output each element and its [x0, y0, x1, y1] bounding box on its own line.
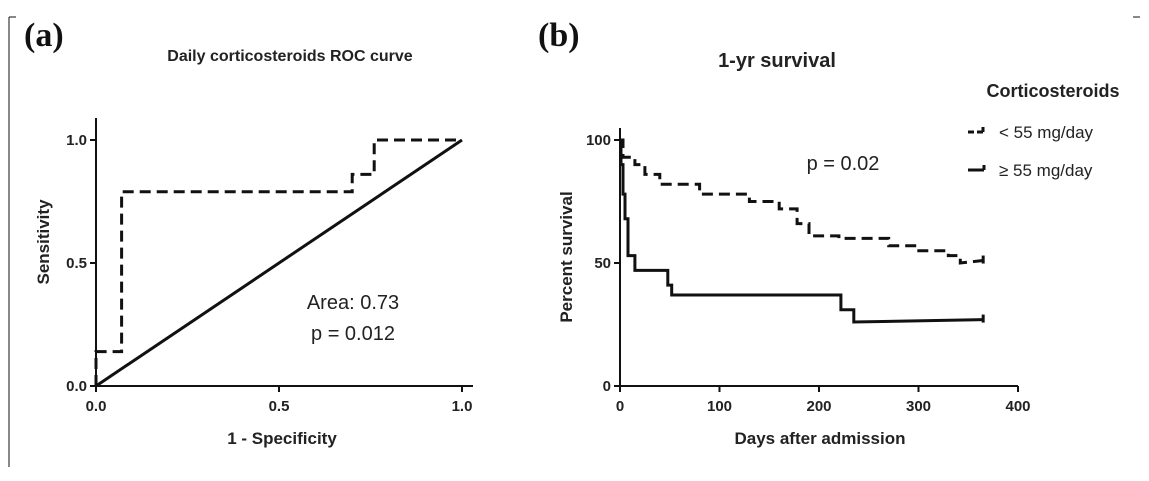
roc-x-ticks: 0.0 0.5 1.0 — [86, 386, 473, 415]
roc-area-annotation: Area: 0.73 — [307, 292, 399, 314]
roc-y-axis-title: Sensitivity — [34, 199, 53, 285]
legend-label-low-dose: < 55 mg/day — [999, 123, 1094, 142]
roc-x-axis-title: 1 - Specificity — [227, 429, 337, 448]
survival-chart-title: 1-yr survival — [718, 50, 836, 72]
panel-a-label: (a) — [24, 17, 64, 54]
y-tick-label: 0 — [603, 378, 611, 395]
x-tick-label: 200 — [806, 398, 831, 415]
legend-entry-low-dose: < 55 mg/day — [968, 123, 1094, 142]
y-tick-label: 0.5 — [66, 255, 87, 272]
x-tick-label: 100 — [707, 398, 732, 415]
survival-y-ticks: 0 50 100 — [586, 132, 620, 395]
solid-series-line — [95, 138, 463, 388]
y-tick-label: 100 — [586, 132, 611, 149]
roc-series — [94, 138, 463, 388]
survival-x-ticks: 0 100 200 300 400 — [616, 386, 1031, 415]
roc-p-annotation: p = 0.012 — [311, 323, 395, 345]
survival-y-axis-title: Percent survival — [557, 191, 576, 322]
legend-title: Corticosteroids — [986, 81, 1119, 101]
y-tick-label: 50 — [594, 255, 611, 272]
roc-chart: (a) Daily corticosteroids ROC curve 0.00… — [24, 17, 473, 448]
x-tick-label: 0.5 — [269, 398, 290, 415]
legend-label-high-dose: ≥ 55 mg/day — [999, 161, 1093, 180]
x-tick-label: 400 — [1005, 398, 1030, 415]
dashed-series-line — [94, 138, 462, 386]
legend-entry-high-dose: ≥ 55 mg/day — [968, 161, 1093, 180]
survival-legend: Corticosteroids < 55 mg/day ≥ 55 mg/day — [968, 81, 1120, 180]
y-tick-label: 1.0 — [66, 132, 87, 149]
survival-p-annotation: p = 0.02 — [807, 153, 880, 175]
survival-chart: (b) 1-yr survival 0 50 100 0 100 200 300 400 P… — [538, 17, 1120, 448]
panel-b-label: (b) — [538, 17, 580, 54]
survival-x-axis-title: Days after admission — [734, 429, 905, 448]
survival-series — [619, 138, 985, 324]
x-tick-label: 0.0 — [86, 398, 107, 415]
roc-y-ticks: 0.0 0.5 1.0 — [66, 132, 96, 395]
dashed-series-line — [620, 138, 984, 265]
solid-series-line — [619, 138, 984, 324]
roc-chart-title: Daily corticosteroids ROC curve — [167, 48, 413, 65]
x-tick-label: 1.0 — [452, 398, 473, 415]
x-tick-label: 300 — [906, 398, 931, 415]
y-tick-label: 0.0 — [66, 378, 87, 395]
x-tick-label: 0 — [616, 398, 624, 415]
